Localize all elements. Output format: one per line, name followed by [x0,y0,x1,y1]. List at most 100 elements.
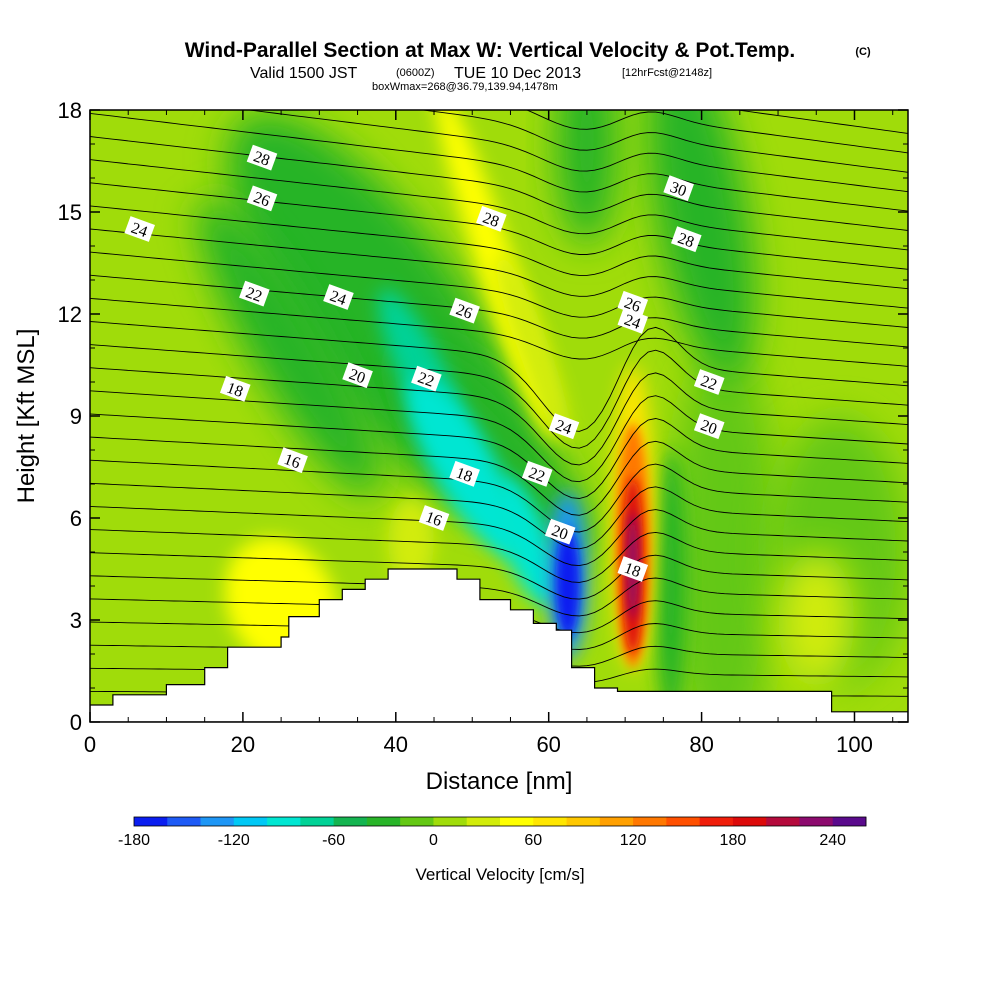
theta-contour [90,436,908,516]
colorbar-swatch [766,817,800,826]
y-tick-label: 9 [70,404,82,429]
theta-label: 28 [476,205,507,232]
colorbar-frame [133,816,867,827]
theta-contour [90,228,908,309]
y-tick-label: 12 [58,302,82,327]
colorbar-tick-label: 180 [720,832,747,849]
theta-contour [90,575,908,617]
theta-contour [90,344,908,449]
theta-contour [90,136,908,231]
theta-label-box [246,144,278,171]
theta-label-box [239,280,270,307]
theta-label-box [476,205,507,232]
theta-contour [90,390,908,483]
colorbar-swatch [134,817,168,826]
theta-label-text: 18 [622,560,643,581]
colorbar-swatch [400,817,434,826]
theta-label-text: 24 [622,311,643,332]
theta-label: 22 [411,365,442,392]
y-tick-label: 18 [58,98,82,123]
valid-date-text: TUE 10 Dec 2013 [454,65,581,82]
colorbar-swatch [599,817,634,826]
colorbar-swatch [533,817,567,826]
colorbar-swatch [466,817,501,826]
theta-contour [419,110,908,173]
theta-contour [90,459,908,533]
colorbar-swatch [200,817,235,826]
velocity-cell [655,450,687,722]
theta-label-text: 16 [423,509,444,530]
colorbar-tick-label: 60 [524,832,542,849]
theta-label: 24 [124,216,155,242]
theta-label: 16 [277,447,308,474]
y-tick-label: 3 [70,608,82,633]
theta-label-text: 24 [328,288,349,309]
colorbar-swatch [433,817,468,826]
theta-label-box [219,375,251,402]
theta-label: 18 [449,460,480,487]
theta-label: 24 [323,284,354,310]
theta-label-box [411,365,442,392]
theta-label: 20 [342,362,373,389]
x-axis: 0 20 40 60 80 100 [84,110,894,757]
colorbar-swatch [267,817,301,826]
theta-label-text: 20 [347,366,368,387]
colorbar-tick-label: 240 [819,832,846,849]
theta-label-box [449,460,480,487]
velocity-cell [647,110,756,380]
theta-contour [90,413,908,499]
theta-label: 18 [219,375,251,402]
colorbar-label: Vertical Velocity [cm/s] [415,865,584,884]
theta-label-text: 24 [129,220,150,241]
theta-contour [90,505,908,567]
theta-label: 22 [521,460,553,487]
theta-label: 18 [617,556,649,582]
velocity-cell [494,477,558,607]
y-axis: 0 3 6 9 12 15 18 [58,98,908,735]
colorbar-swatch [732,817,767,826]
theta-label: 20 [544,518,576,545]
theta-label-box [693,369,725,395]
velocity-cell [555,528,581,637]
theta-label-box [548,413,580,440]
colorbar-swatch [799,817,834,826]
theta-label: 24 [548,413,580,440]
colorbar-tick-label: 0 [429,832,438,849]
colorbar-tick-label: -60 [322,832,345,849]
colorbar-swatch [633,817,667,826]
theta-label-text: 18 [224,379,245,400]
theta-label: 26 [246,185,278,212]
theta-label-box [246,185,278,212]
colorbar-swatch [832,817,867,826]
colorbar-tick-label: -180 [118,832,150,849]
theta-label-box [521,460,553,487]
theta-label-box [418,505,450,531]
theta-label: 26 [449,297,480,324]
y-tick-label: 15 [58,200,82,225]
theta-label: 28 [671,226,702,253]
velocity-cell [778,552,855,688]
velocity-cell [197,199,380,497]
colorbar-swatch [333,817,368,826]
theta-label-text: 28 [675,230,696,251]
theta-label-box [277,447,308,474]
theta-label-text: 22 [243,284,264,305]
theta-label-box [693,413,725,440]
theta-label: 22 [239,280,270,307]
forecast-text: [12hrFcst@2148z] [622,67,712,79]
x-tick-label: 80 [689,732,713,757]
theta-label-text: 22 [415,369,436,390]
theta-label: 30 [663,175,694,202]
x-tick-label: 60 [536,732,560,757]
theta-contour [90,529,908,583]
x-axis-label: Distance [nm] [426,768,573,795]
valid-zulu-text: (0600Z) [396,67,435,79]
copyright-mark: (C) [855,46,871,58]
theta-contour [90,297,908,367]
x-tick-label: 0 [84,732,96,757]
colorbar-tick-label: -120 [218,832,250,849]
colorbar-swatch [566,817,601,826]
valid-time-text: Valid 1500 JST [250,65,358,82]
theta-label-text: 20 [698,417,719,438]
